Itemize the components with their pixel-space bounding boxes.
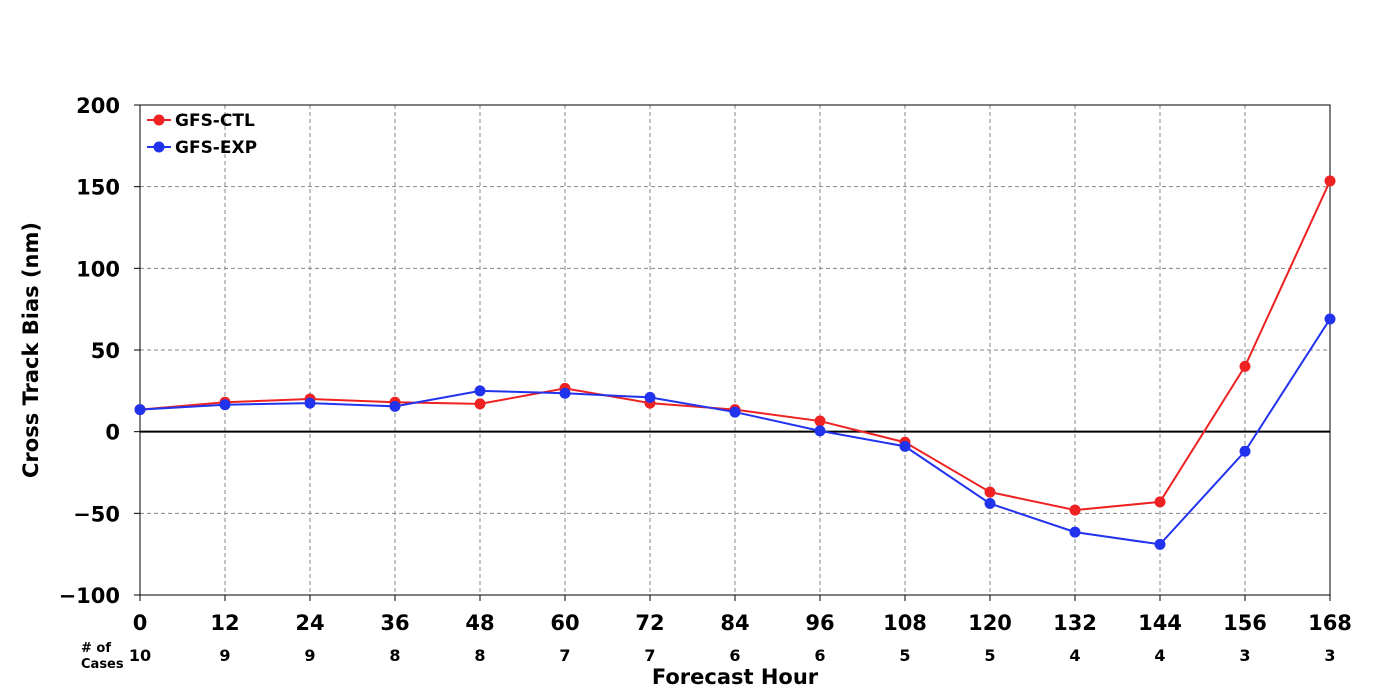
y-tick-label: 100 bbox=[76, 257, 120, 281]
data-point bbox=[389, 400, 401, 412]
x-axis-ticks: 0 12 24 36 48 60 72 84 96 108 120 132 144 156 168 bbox=[133, 595, 1352, 635]
x-tick-label: 108 bbox=[883, 611, 927, 635]
case-count: 9 bbox=[304, 646, 315, 665]
x-tick-label: 168 bbox=[1308, 611, 1352, 635]
data-series bbox=[134, 175, 1336, 550]
data-point bbox=[134, 404, 146, 416]
data-point bbox=[304, 397, 316, 409]
case-count: 6 bbox=[814, 646, 825, 665]
x-tick-label: 60 bbox=[550, 611, 579, 635]
data-point bbox=[1324, 175, 1336, 187]
data-point bbox=[474, 385, 486, 397]
case-count: 5 bbox=[984, 646, 995, 665]
data-point bbox=[644, 391, 656, 403]
cases-header-line2: Cases bbox=[81, 657, 124, 672]
x-tick-label: 12 bbox=[210, 611, 239, 635]
y-tick-label: 0 bbox=[105, 421, 120, 445]
x-tick-label: 96 bbox=[805, 611, 834, 635]
case-count: 9 bbox=[219, 646, 230, 665]
x-tick-label: 156 bbox=[1223, 611, 1267, 635]
case-count: 8 bbox=[474, 646, 485, 665]
grid-lines bbox=[140, 105, 1330, 595]
y-tick-label: −100 bbox=[59, 584, 120, 608]
y-tick-label: −50 bbox=[73, 502, 120, 526]
x-tick-label: 84 bbox=[720, 611, 749, 635]
x-tick-label: 24 bbox=[295, 611, 324, 635]
x-tick-label: 36 bbox=[380, 611, 409, 635]
case-count: 4 bbox=[1154, 646, 1165, 665]
data-point bbox=[474, 398, 486, 410]
data-point bbox=[559, 387, 571, 399]
data-point bbox=[814, 415, 826, 427]
x-tick-label: 120 bbox=[968, 611, 1012, 635]
x-tick-label: 144 bbox=[1138, 611, 1182, 635]
data-point bbox=[984, 486, 996, 498]
case-count: 6 bbox=[729, 646, 740, 665]
case-count: 3 bbox=[1324, 646, 1335, 665]
cases-row: # of Cases 10 9 9 8 8 7 7 6 6 5 5 4 4 3 3 bbox=[81, 641, 1336, 672]
data-point bbox=[814, 425, 826, 437]
case-count: 5 bbox=[899, 646, 910, 665]
y-tick-label: 50 bbox=[91, 339, 120, 363]
case-count: 8 bbox=[389, 646, 400, 665]
cases-header-line1: # of bbox=[81, 641, 111, 656]
x-tick-label: 132 bbox=[1053, 611, 1097, 635]
legend-marker bbox=[153, 141, 165, 153]
x-axis-title: Forecast Hour bbox=[652, 665, 819, 689]
legend-label: GFS-EXP bbox=[175, 138, 257, 158]
case-count: 10 bbox=[129, 646, 151, 665]
case-count: 7 bbox=[644, 646, 655, 665]
legend-label: GFS-CTL bbox=[175, 111, 255, 131]
case-count: 3 bbox=[1239, 646, 1250, 665]
y-axis-title: Cross Track Bias (nm) bbox=[19, 222, 43, 478]
data-point bbox=[1069, 526, 1081, 538]
data-point bbox=[1154, 496, 1166, 508]
data-point bbox=[729, 406, 741, 418]
data-point bbox=[1324, 313, 1336, 325]
x-tick-label: 48 bbox=[465, 611, 494, 635]
data-point bbox=[1154, 538, 1166, 550]
data-point bbox=[219, 399, 231, 411]
data-point bbox=[1239, 445, 1251, 457]
y-tick-label: 150 bbox=[76, 176, 120, 200]
case-count: 7 bbox=[559, 646, 570, 665]
data-point bbox=[899, 440, 911, 452]
x-tick-label: 72 bbox=[635, 611, 664, 635]
y-tick-label: 200 bbox=[76, 94, 120, 118]
data-point bbox=[984, 498, 996, 510]
data-point bbox=[1239, 360, 1251, 372]
x-tick-label: 0 bbox=[133, 611, 148, 635]
legend: GFS-CTL GFS-EXP bbox=[147, 111, 257, 158]
case-count: 4 bbox=[1069, 646, 1080, 665]
y-axis-ticks: −100 −50 0 50 100 150 200 bbox=[59, 94, 140, 608]
data-point bbox=[1069, 504, 1081, 516]
legend-marker bbox=[153, 114, 165, 126]
